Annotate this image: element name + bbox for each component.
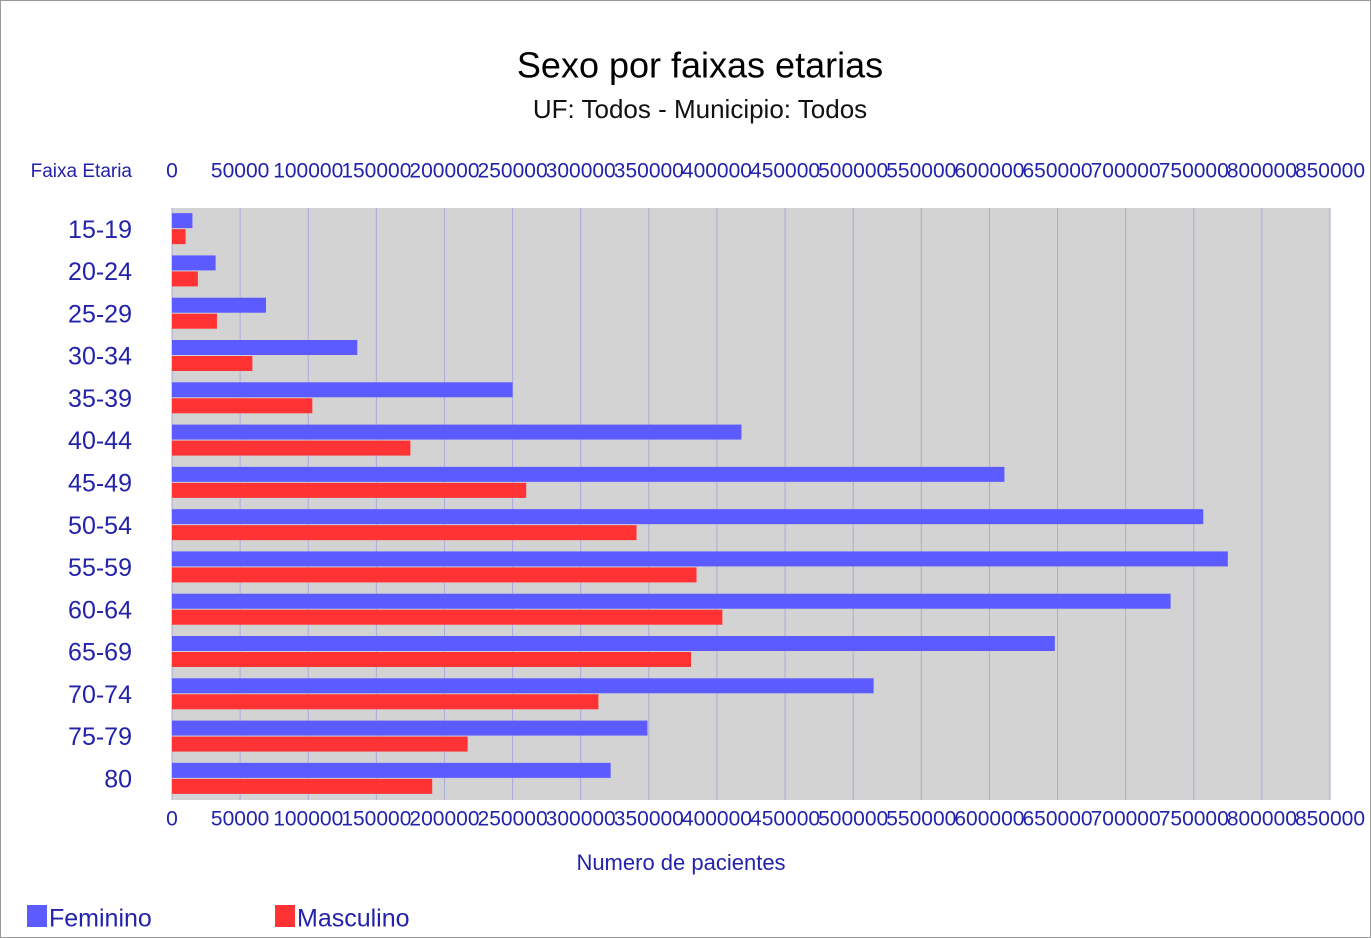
bar xyxy=(172,229,186,245)
x-axis-label: Numero de pacientes xyxy=(576,850,785,875)
bar xyxy=(172,525,637,541)
bar xyxy=(172,636,1055,651)
x-tick-label-bottom: 200000 xyxy=(409,808,479,831)
x-tick-label-top: 600000 xyxy=(954,160,1024,183)
y-tick-label: 55-59 xyxy=(68,554,132,582)
x-tick-label-top: 200000 xyxy=(409,160,479,183)
y-tick-label: 50-54 xyxy=(68,512,132,540)
y-tick-label: 60-64 xyxy=(68,596,132,624)
x-tick-label-top: 500000 xyxy=(818,160,888,183)
bar xyxy=(172,424,742,440)
x-tick-label-top: 350000 xyxy=(614,160,684,183)
bar xyxy=(172,382,513,398)
bar xyxy=(172,720,648,736)
legend-label: Feminino xyxy=(49,905,152,933)
y-tick-label: 40-44 xyxy=(68,427,132,455)
x-tick-label-top: 850000 xyxy=(1295,160,1365,183)
x-tick-label-bottom: 750000 xyxy=(1159,808,1229,831)
x-tick-label-top: 800000 xyxy=(1227,160,1297,183)
y-tick-label: 45-49 xyxy=(68,469,132,497)
y-tick-label: 15-19 xyxy=(68,216,132,244)
x-tick-label-bottom: 550000 xyxy=(886,808,956,831)
legend-swatch xyxy=(27,905,47,927)
x-tick-label-bottom: 450000 xyxy=(750,808,820,831)
bar xyxy=(172,778,433,794)
x-tick-label-top: 650000 xyxy=(1022,160,1092,183)
x-tick-label-bottom: 250000 xyxy=(478,808,548,831)
x-tick-label-bottom: 500000 xyxy=(818,808,888,831)
x-tick-label-bottom: 700000 xyxy=(1091,808,1161,831)
legend-label: Masculino xyxy=(297,905,410,933)
x-tick-label-top: 50000 xyxy=(211,160,269,183)
bar xyxy=(172,593,1171,609)
bar xyxy=(172,297,267,313)
bar xyxy=(172,213,193,229)
legend-swatch xyxy=(275,905,295,927)
bar xyxy=(172,440,411,456)
bar xyxy=(172,482,527,498)
bar xyxy=(172,694,599,710)
x-tick-label-bottom: 400000 xyxy=(682,808,752,831)
bar xyxy=(172,678,874,694)
x-tick-label-top: 450000 xyxy=(750,160,820,183)
y-tick-label: 70-74 xyxy=(68,681,132,709)
x-tick-label-bottom: 50000 xyxy=(211,808,269,831)
x-tick-label-bottom: 300000 xyxy=(546,808,616,831)
bar xyxy=(172,398,313,414)
x-tick-label-top: 150000 xyxy=(341,160,411,183)
bar xyxy=(172,551,1228,567)
y-tick-label: 25-29 xyxy=(68,300,132,328)
x-tick-label-top: 250000 xyxy=(478,160,548,183)
x-tick-label-bottom: 650000 xyxy=(1022,808,1092,831)
x-tick-label-top: 0 xyxy=(166,160,178,183)
bar xyxy=(172,762,611,778)
bar xyxy=(172,271,198,287)
x-tick-label-bottom: 0 xyxy=(166,808,178,831)
x-tick-label-bottom: 850000 xyxy=(1295,808,1365,831)
chart-subtitle: UF: Todos - Municipio: Todos xyxy=(533,94,867,124)
x-tick-label-top: 400000 xyxy=(682,160,752,183)
bar xyxy=(172,652,692,667)
x-tick-label-top: 750000 xyxy=(1159,160,1229,183)
bar xyxy=(172,567,697,583)
bar xyxy=(172,509,1204,525)
plot-area xyxy=(172,208,1330,800)
x-tick-label-bottom: 150000 xyxy=(341,808,411,831)
chart-title: Sexo por faixas etarias xyxy=(517,45,883,86)
y-tick-label: 65-69 xyxy=(68,639,132,667)
y-tick-label: 80 xyxy=(104,765,132,793)
bar xyxy=(172,466,1005,482)
x-tick-label-top: 300000 xyxy=(546,160,616,183)
category-axis-label: Faixa Etaria xyxy=(31,161,133,182)
bar xyxy=(172,736,468,752)
x-tick-label-bottom: 100000 xyxy=(273,808,343,831)
y-tick-label: 75-79 xyxy=(68,723,132,751)
bar xyxy=(172,313,217,329)
x-tick-label-bottom: 600000 xyxy=(954,808,1024,831)
bar xyxy=(172,340,358,355)
x-tick-label-bottom: 350000 xyxy=(614,808,684,831)
bar xyxy=(172,356,253,371)
x-tick-label-top: 100000 xyxy=(273,160,343,183)
y-tick-label: 30-34 xyxy=(68,343,132,371)
x-tick-label-bottom: 800000 xyxy=(1227,808,1297,831)
y-tick-label: 20-24 xyxy=(68,258,132,286)
y-tick-label: 35-39 xyxy=(68,385,132,413)
bar xyxy=(172,609,723,625)
x-tick-label-top: 700000 xyxy=(1091,160,1161,183)
x-tick-label-top: 550000 xyxy=(886,160,956,183)
bar xyxy=(172,255,216,271)
